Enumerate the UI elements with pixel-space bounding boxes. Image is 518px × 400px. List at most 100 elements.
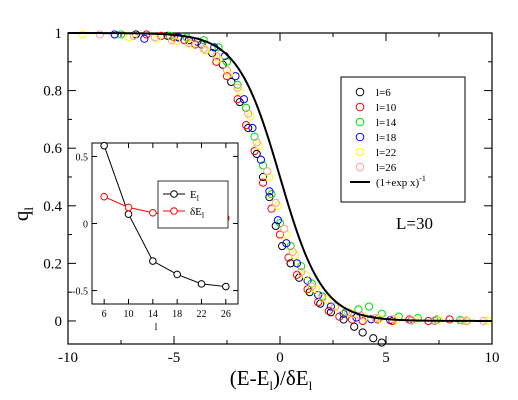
inset-legend-label: δEl xyxy=(190,206,205,220)
data-point-l-6 xyxy=(350,322,359,331)
y-tick-label: 0.6 xyxy=(43,141,62,157)
data-point-l-10 xyxy=(292,270,302,279)
data-point-l-18 xyxy=(303,276,312,285)
inset-delta-e-point xyxy=(124,203,133,212)
data-point-l-22 xyxy=(282,230,291,239)
data-point-l-10 xyxy=(445,315,454,324)
inset-legend-box xyxy=(157,180,229,229)
data-point-l-26 xyxy=(263,167,272,176)
inset-y-tick-label: -0.5 xyxy=(72,287,88,298)
data-point-l-6 xyxy=(258,172,268,182)
y-tick-label: 0 xyxy=(55,314,63,330)
legend-marker xyxy=(355,162,365,172)
legend-label: l=18 xyxy=(376,132,397,144)
data-point-l-22 xyxy=(311,285,321,294)
data-point-l-26 xyxy=(233,83,242,92)
data-point-l-6 xyxy=(286,259,295,268)
data-point-l-22 xyxy=(322,295,331,304)
system-size-annotation: L=30 xyxy=(396,214,433,233)
data-point-l-26 xyxy=(307,282,316,291)
y-tick-label: 1 xyxy=(55,26,63,42)
data-point-l-22 xyxy=(265,172,274,182)
data-point-l-26 xyxy=(288,247,297,256)
legend-label: l=10 xyxy=(376,102,397,114)
data-point-l-14 xyxy=(214,43,223,52)
legend-label: l=26 xyxy=(376,162,397,174)
data-point-l-10 xyxy=(347,315,357,324)
data-point-l-18 xyxy=(339,309,348,318)
data-point-l-18 xyxy=(326,302,335,311)
inset-x-tick-label: 18 xyxy=(172,309,182,320)
data-point-l-22 xyxy=(172,37,181,46)
data-point-l-18 xyxy=(110,30,119,39)
data-point-l-26 xyxy=(129,31,138,40)
data-point-l-14 xyxy=(241,103,251,112)
data-point-l-14 xyxy=(165,31,174,40)
data-point-l-26 xyxy=(331,302,340,311)
data-point-l-14 xyxy=(377,309,386,318)
data-point-l-26 xyxy=(280,224,289,233)
legend-marker xyxy=(355,147,365,157)
y-tick-label: 0.4 xyxy=(43,199,62,215)
inset-x-tick-label: 26 xyxy=(221,309,231,320)
inset-y-axis: -0.5 0 0.5 xyxy=(72,152,238,298)
data-point-l-26 xyxy=(222,66,232,75)
legend-label: l=22 xyxy=(376,147,396,159)
legend-marker xyxy=(355,87,365,97)
inset-y-tick-label: 0 xyxy=(83,220,88,231)
data-point-l-18 xyxy=(248,123,257,133)
data-point-l-14 xyxy=(116,30,126,39)
data-point-l-18 xyxy=(140,34,149,43)
data-point-l-26 xyxy=(95,30,104,39)
y-tick-label: 0.8 xyxy=(43,84,62,100)
y-tick-label: 0.2 xyxy=(43,256,62,272)
fermi-curve-line xyxy=(68,32,492,322)
data-point-l-14 xyxy=(307,279,316,288)
data-point-l-26 xyxy=(184,38,193,48)
inset-delta-e-point xyxy=(100,192,108,201)
data-point-l-26 xyxy=(271,198,280,207)
inset-x-tick-label: 14 xyxy=(148,309,158,320)
inset-e-point xyxy=(197,280,206,288)
data-point-l-10 xyxy=(258,178,268,187)
legend-label: l=6 xyxy=(376,87,391,99)
data-point-l-22 xyxy=(186,40,196,49)
x-tick-label: 5 xyxy=(382,350,390,366)
data-point-l-6 xyxy=(163,31,172,40)
data-point-l-14 xyxy=(364,302,374,311)
inset-y-tick-label: 0.5 xyxy=(76,152,89,163)
data-point-l-10 xyxy=(157,31,166,40)
inset-e-point xyxy=(173,270,181,279)
data-point-l-26 xyxy=(212,51,221,61)
inset-legend: El δEl xyxy=(157,180,229,229)
data-point-l-10 xyxy=(358,316,367,326)
data-point-l-18 xyxy=(292,259,302,268)
data-point-l-18 xyxy=(265,187,274,196)
data-point-l-10 xyxy=(303,285,312,294)
data-point-l-14 xyxy=(233,80,242,89)
data-point-l-10 xyxy=(324,306,333,315)
data-point-l-10 xyxy=(250,146,259,156)
inset-e-point xyxy=(100,141,108,150)
data-point-l-6 xyxy=(316,299,325,308)
inset-delta-e-point xyxy=(149,208,157,217)
legend-label: (1+exp x)-1 xyxy=(376,174,426,189)
inset-x-tick-label: 22 xyxy=(197,309,207,320)
data-point-l-6 xyxy=(369,334,378,343)
data-point-l-22 xyxy=(78,30,87,39)
main-x-axis: -10 -5 0 5 10 xyxy=(58,33,500,366)
data-point-l-18 xyxy=(239,95,249,104)
x-tick-label: -10 xyxy=(58,350,78,366)
inset-x-tick-label: 6 xyxy=(102,309,107,320)
data-point-l-18 xyxy=(314,290,323,300)
x-tick-label: -5 xyxy=(168,350,181,366)
data-point-l-10 xyxy=(233,95,242,104)
inset-legend-label: El xyxy=(190,189,200,203)
x-tick-label: 0 xyxy=(276,350,284,366)
main-legend: l=6 l=10 l=14 l=18 l=22 l=26(1+exp x)-1 xyxy=(340,76,466,203)
inset-x-tick-label: 10 xyxy=(124,309,134,320)
data-point-l-18 xyxy=(273,216,282,225)
legend-marker xyxy=(355,132,365,142)
data-point-l-6 xyxy=(271,221,280,231)
